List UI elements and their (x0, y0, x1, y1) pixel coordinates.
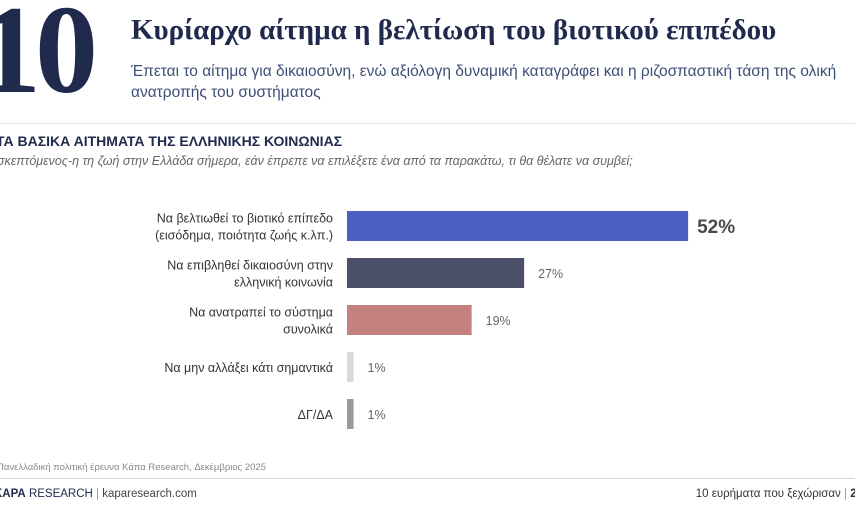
category-label: ΔΓ/ΔΑ (298, 408, 334, 422)
brand-separator: | (96, 488, 100, 500)
bar (347, 399, 354, 429)
category-label: Να βελτιωθεί το βιοτικό επίπεδο (157, 212, 333, 226)
page-separator: | (844, 488, 847, 500)
footer-right: 10 ευρήματα που ξεχώρισαν | 20 (696, 488, 855, 500)
category-label: Να επιβληθεί δικαιοσύνη στην (167, 259, 333, 273)
category-label: συνολικά (283, 323, 333, 337)
footer-brand: KAPA RESEARCH | kaparesearch.com (0, 488, 197, 500)
value-label: 1% (368, 408, 386, 422)
bar-row: Να ανατραπεί το σύστημα συνολικά 19% (189, 305, 511, 337)
category-label: Να μην αλλάξει κάτι σημαντικά (164, 361, 333, 375)
value-label: 52% (697, 217, 735, 238)
page-number: 20 (850, 488, 855, 500)
section-heading: ΤΑ ΒΑΣΙΚΑ ΑΙΤΗΜΑΤΑ ΤΗΣ ΕΛΛΗΝΙΚΗΣ ΚΟΙΝΩΝΙ… (0, 133, 343, 149)
big-number: 10 (0, 0, 98, 120)
brand-logo-rest: RESEARCH (28, 488, 93, 500)
footer-tagline: 10 ευρήματα που ξεχώρισαν (695, 488, 841, 500)
footer-divider (0, 478, 855, 479)
page-title: Κυρίαρχο αίτημα η βελτίωση του βιοτικού … (131, 14, 777, 46)
subtitle-line-1: Έπεται το αίτημα για δικαιοσύνη, ενώ αξι… (131, 63, 837, 80)
survey-question: σκεπτόμενος-η τη ζωή στην Ελλάδα σήμερα,… (0, 154, 633, 168)
header-divider (0, 123, 855, 124)
bar-row: ΔΓ/ΔΑ 1% (298, 399, 386, 429)
bar (347, 258, 525, 288)
bar-chart: Να βελτιωθεί το βιοτικό επίπεδο (εισόδημα… (155, 211, 735, 429)
category-label: ελληνική κοινωνία (234, 276, 333, 290)
bar (347, 211, 689, 241)
brand-logo-bold: KAPA (0, 488, 26, 500)
bar-row: Να βελτιωθεί το βιοτικό επίπεδο (εισόδημα… (155, 211, 735, 243)
bar-row: Να μην αλλάξει κάτι σημαντικά 1% (164, 352, 386, 382)
category-label: (εισόδημα, ποιότητα ζωής κ.λπ.) (155, 229, 333, 243)
bar (347, 305, 472, 335)
value-label: 19% (486, 314, 511, 328)
value-label: 27% (538, 267, 563, 281)
category-label: Να ανατραπεί το σύστημα (189, 306, 333, 320)
source-note: Πανελλαδική πολιτική έρευνα Κάπα Researc… (0, 462, 266, 473)
subtitle-line-2: ανατροπής του συστήματος (131, 84, 321, 101)
website-link[interactable]: kaparesearch.com (102, 488, 197, 500)
page-subtitle: Έπεται το αίτημα για δικαιοσύνη, ενώ αξι… (131, 61, 855, 103)
bar (347, 352, 354, 382)
value-label: 1% (368, 361, 386, 375)
bar-row: Να επιβληθεί δικαιοσύνη στην ελληνική κοι… (167, 258, 563, 290)
